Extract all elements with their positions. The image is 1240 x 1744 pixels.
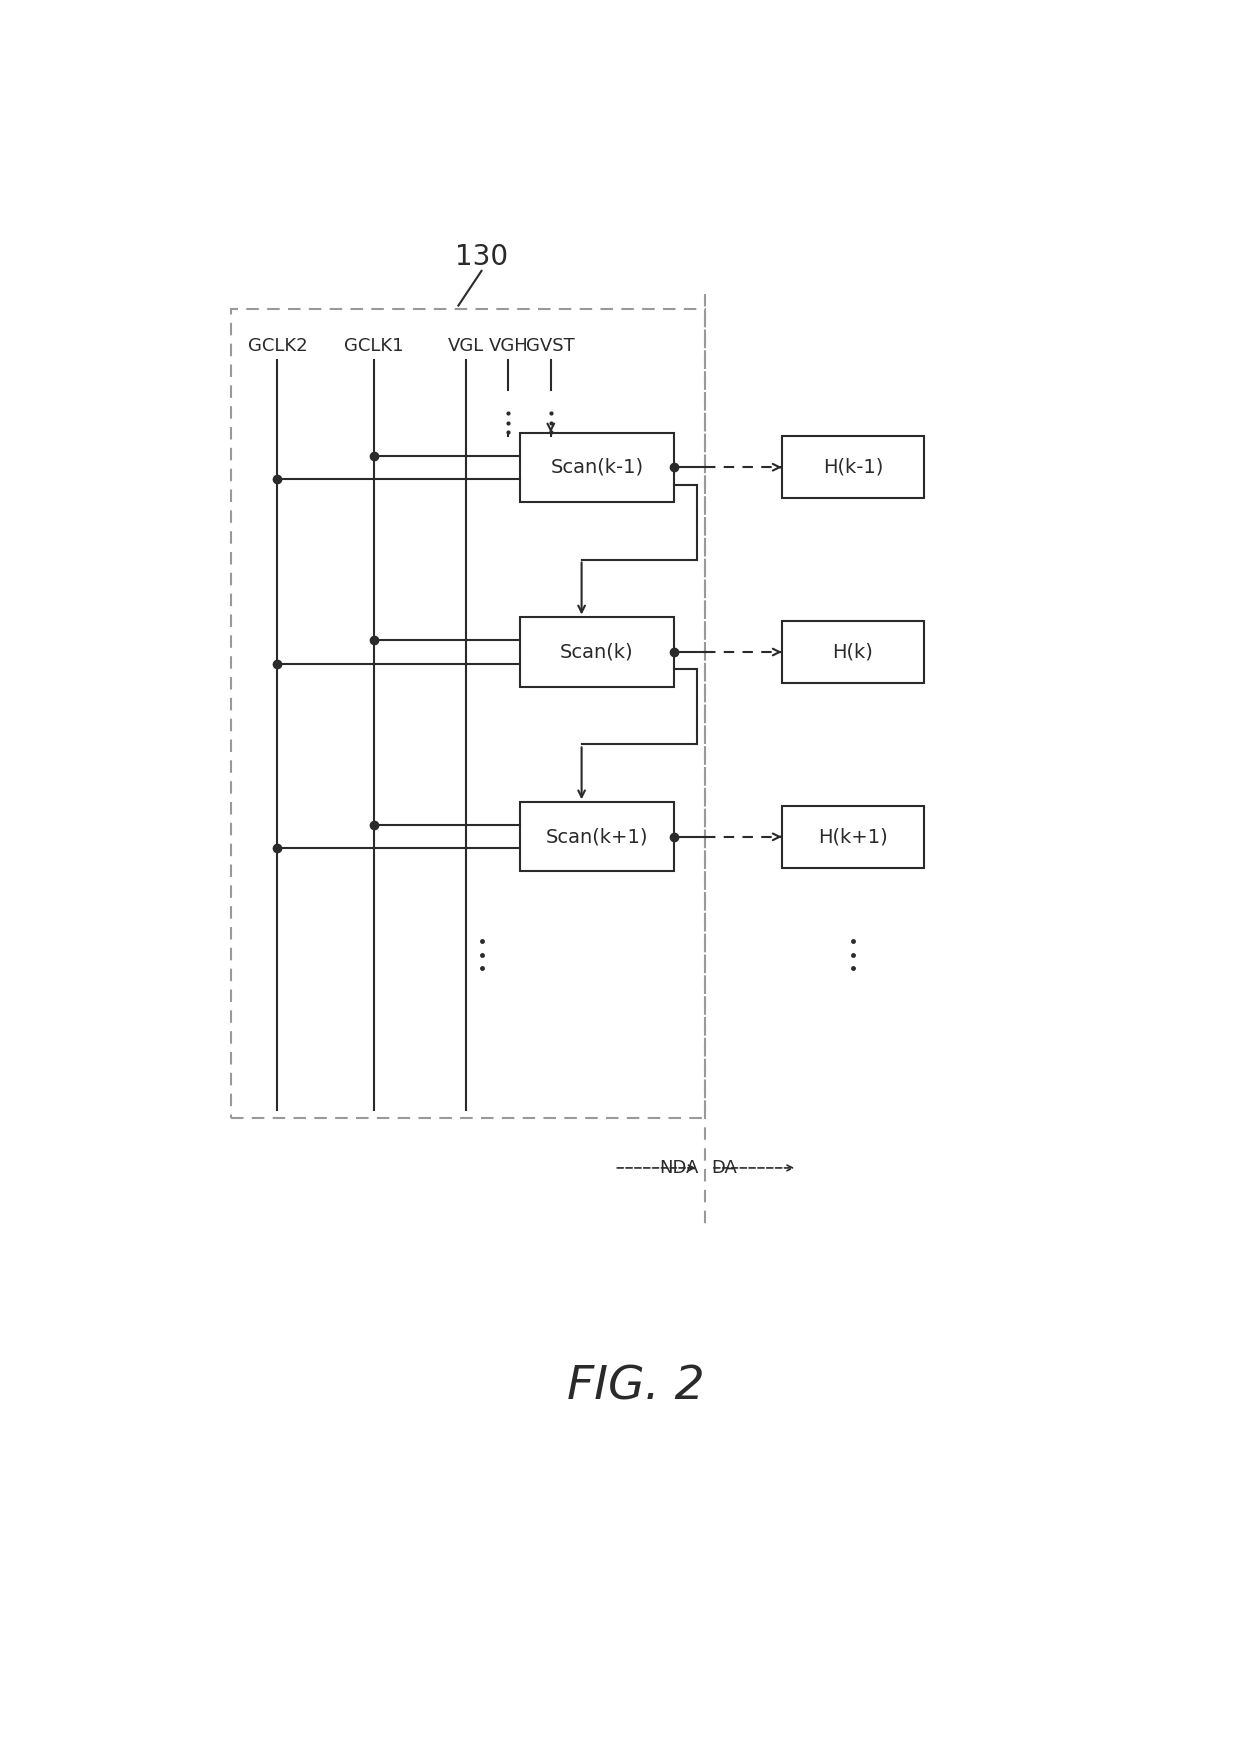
Text: Scan(k-1): Scan(k-1) xyxy=(551,457,644,476)
Bar xyxy=(520,617,675,687)
Bar xyxy=(781,436,924,499)
Text: VGH: VGH xyxy=(489,337,528,356)
Bar xyxy=(781,806,924,867)
Bar xyxy=(781,621,924,684)
Text: GCLK2: GCLK2 xyxy=(248,337,308,356)
Text: Scan(k): Scan(k) xyxy=(560,642,634,661)
Text: VGL: VGL xyxy=(448,337,485,356)
Text: FIG. 2: FIG. 2 xyxy=(567,1366,704,1409)
Text: DA: DA xyxy=(711,1160,737,1177)
Text: NDA: NDA xyxy=(660,1160,698,1177)
Bar xyxy=(520,433,675,502)
Bar xyxy=(520,802,675,872)
Text: Scan(k+1): Scan(k+1) xyxy=(546,827,649,846)
Text: GCLK1: GCLK1 xyxy=(343,337,403,356)
Text: H(k): H(k) xyxy=(832,642,873,661)
Text: H(k-1): H(k-1) xyxy=(823,457,883,476)
Text: GVST: GVST xyxy=(527,337,575,356)
Text: 130: 130 xyxy=(455,242,508,270)
Bar xyxy=(231,309,704,1118)
Text: H(k+1): H(k+1) xyxy=(818,827,888,846)
